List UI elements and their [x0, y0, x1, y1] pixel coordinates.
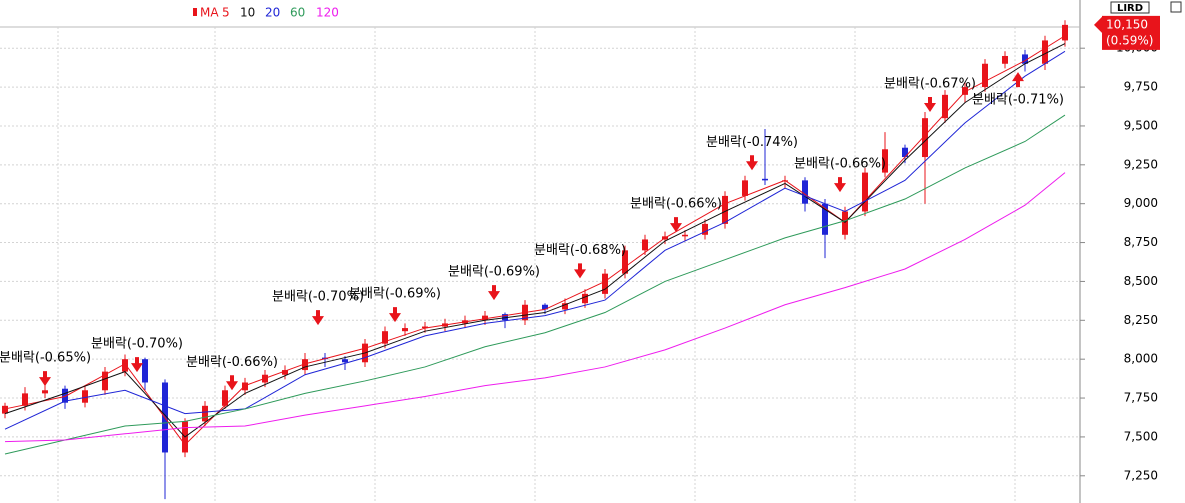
legend-label: 5 [222, 6, 230, 20]
last-price-box [1094, 15, 1160, 50]
candle-body [922, 118, 928, 158]
annotation-label: 분배락(-0.70%) [91, 337, 183, 352]
candle-body [682, 234, 688, 237]
candle-body [142, 359, 148, 383]
annotation-arrow [131, 357, 143, 373]
candle-body [882, 149, 888, 173]
annotation-arrow [389, 307, 401, 323]
candle-body [622, 250, 628, 274]
legend-label: 10 [240, 6, 255, 20]
annotation-label: 분배락(-0.66%) [630, 197, 722, 212]
legend-title: MA [200, 6, 219, 20]
candle-body [2, 405, 8, 414]
candle-body [822, 203, 828, 235]
candle-body [502, 314, 508, 321]
y-tick-label: 7,750 [1124, 391, 1158, 405]
candle-body [862, 172, 868, 212]
candle-body [342, 359, 348, 363]
last-price-change: (0.59%) [1106, 33, 1153, 47]
y-tick-label: 9,500 [1124, 118, 1158, 132]
annotation-arrow [1012, 72, 1024, 88]
candle-body [282, 370, 288, 375]
candle-body [222, 390, 228, 406]
window-button[interactable] [1170, 1, 1182, 13]
candle-body [42, 390, 48, 394]
candle-body [762, 178, 768, 181]
toolbar-box[interactable] [1110, 1, 1150, 14]
candle-body [842, 211, 848, 235]
candle-body [242, 382, 248, 391]
candle-body [202, 405, 208, 422]
candle-body [82, 390, 88, 403]
annotation-arrow [39, 371, 51, 387]
y-tick-label: 9,000 [1124, 196, 1158, 210]
x-grid [57, 27, 1016, 503]
candle-body [482, 315, 488, 321]
candle-body [302, 359, 308, 371]
candle-body [702, 223, 708, 235]
candle-body [562, 303, 568, 310]
annotation-label: 분배락(-0.69%) [448, 265, 540, 280]
annotation-arrow [670, 217, 682, 233]
annotation-label: 분배락(-0.69%) [349, 287, 441, 302]
candle-body [1062, 24, 1068, 41]
candle-body [742, 180, 748, 196]
candle-body [1042, 40, 1048, 64]
candle-body [902, 147, 908, 158]
y-tick-label: 8,500 [1124, 274, 1158, 288]
annotation-arrow [746, 155, 758, 171]
annotation-label: 분배락(-0.67%) [884, 76, 976, 91]
candle-body [122, 359, 128, 372]
candle-body [402, 328, 408, 332]
ma-line [4, 114, 1066, 455]
y-tick-label: 9,250 [1124, 157, 1158, 171]
legend-marker [193, 8, 197, 16]
y-tick-label: 8,250 [1124, 313, 1158, 327]
candle-body [602, 273, 608, 294]
annotation-label: 분배락(-0.70%) [272, 290, 364, 305]
candle-body [962, 87, 968, 95]
annotation-label: 분배락(-0.74%) [706, 135, 798, 150]
candle-body [102, 371, 108, 391]
candle-body [982, 63, 988, 88]
annotation-label: 분배락(-0.65%) [0, 351, 91, 366]
candle-body [382, 331, 388, 344]
candle-body [542, 304, 548, 310]
toolbar-label[interactable]: LIRD [1117, 3, 1143, 14]
y-tick-label: 8,000 [1124, 352, 1158, 366]
y-tick-label: 8,750 [1124, 235, 1158, 249]
candle-body [942, 94, 948, 119]
candle-body [722, 195, 728, 224]
annotation-label: 분배락(-0.68%) [534, 243, 626, 258]
annotation-arrow [574, 263, 586, 279]
ma-line [4, 43, 1066, 438]
annotation-arrow [924, 96, 936, 112]
annotation-label: 분배락(-0.71%) [972, 93, 1064, 108]
y-tick-label: 7,250 [1124, 468, 1158, 482]
candle-body [1002, 55, 1008, 64]
last-price-label: 10,150 [1106, 17, 1148, 31]
candle-body [62, 388, 68, 403]
annotation-arrow [226, 375, 238, 391]
annotation-arrow [488, 285, 500, 301]
legend-label: 120 [316, 6, 339, 20]
candle-body [1022, 54, 1028, 64]
candle-body [642, 239, 648, 251]
legend-label: 60 [290, 6, 305, 20]
annotation-label: 분배락(-0.66%) [186, 355, 278, 370]
y-tick-label: 9,750 [1124, 80, 1158, 94]
ma-line [4, 35, 1066, 446]
ma-line [4, 172, 1066, 443]
annotation-label: 분배락(-0.66%) [794, 157, 886, 172]
annotation-arrow [834, 177, 846, 193]
candle-body [582, 293, 588, 304]
ma-line [4, 50, 1066, 430]
candle-body [802, 180, 808, 204]
candle-body [422, 326, 428, 329]
y-tick-label: 7,500 [1124, 429, 1158, 443]
candle-body [22, 393, 28, 406]
annotation-arrow [312, 310, 324, 326]
legend-label: 20 [265, 6, 280, 20]
